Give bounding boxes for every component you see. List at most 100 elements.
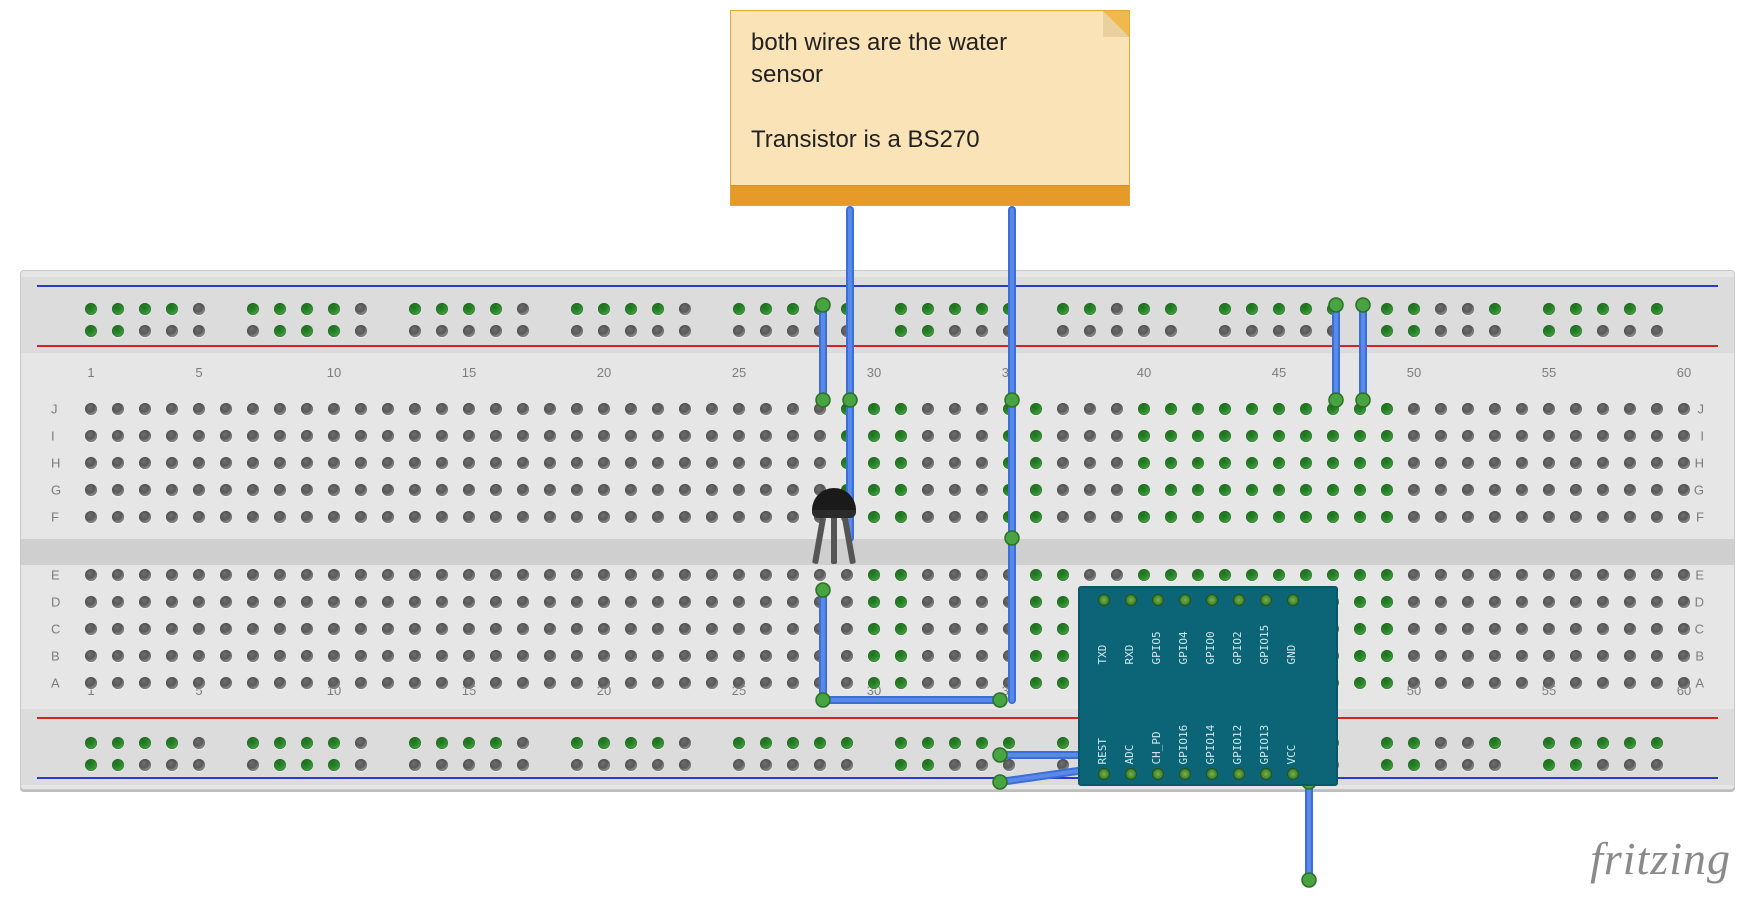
tie-hole xyxy=(1489,403,1501,415)
rail-hole xyxy=(1624,737,1636,749)
tie-hole xyxy=(1192,403,1204,415)
rail-hole xyxy=(733,325,745,337)
rail-hole xyxy=(922,759,934,771)
tie-hole xyxy=(868,484,880,496)
rail-hole xyxy=(1273,303,1285,315)
rail-hole xyxy=(1003,737,1015,749)
tie-hole xyxy=(517,650,529,662)
tie-hole xyxy=(706,403,718,415)
tie-hole xyxy=(112,484,124,496)
tie-hole xyxy=(166,569,178,581)
rail-hole xyxy=(1138,303,1150,315)
rail-hole xyxy=(895,759,907,771)
tie-hole xyxy=(1381,677,1393,689)
rail-hole xyxy=(598,737,610,749)
tie-hole xyxy=(787,623,799,635)
tie-hole xyxy=(1057,677,1069,689)
tie-hole xyxy=(814,403,826,415)
esp-pin-label: GPIO14 xyxy=(1204,725,1217,765)
tie-hole xyxy=(1570,677,1582,689)
tie-hole xyxy=(247,457,259,469)
tie-hole xyxy=(1516,457,1528,469)
tie-hole xyxy=(247,511,259,523)
rail-hole xyxy=(787,737,799,749)
tie-hole xyxy=(868,403,880,415)
rail-hole xyxy=(841,303,853,315)
rail-hole xyxy=(841,325,853,337)
tie-hole xyxy=(1678,623,1690,635)
tie-hole xyxy=(220,457,232,469)
tie-hole xyxy=(1084,403,1096,415)
tie-hole xyxy=(976,650,988,662)
col-num: 20 xyxy=(597,365,611,380)
tie-hole xyxy=(1597,484,1609,496)
rail-hole xyxy=(1624,759,1636,771)
rail-hole xyxy=(1327,303,1339,315)
esp-pin-label: CH_PD xyxy=(1150,731,1163,764)
tie-hole xyxy=(1570,596,1582,608)
rail-hole xyxy=(1057,325,1069,337)
tie-hole xyxy=(1381,623,1393,635)
tie-hole xyxy=(382,457,394,469)
esp-pin-label: GPIO5 xyxy=(1150,631,1163,664)
tie-hole xyxy=(679,403,691,415)
tie-hole xyxy=(598,569,610,581)
tie-hole xyxy=(1462,403,1474,415)
tie-hole xyxy=(760,457,772,469)
tie-hole xyxy=(949,569,961,581)
tie-hole xyxy=(328,569,340,581)
tie-hole xyxy=(895,511,907,523)
tie-hole xyxy=(139,569,151,581)
tie-hole xyxy=(544,484,556,496)
rail-hole xyxy=(328,325,340,337)
tie-hole xyxy=(1219,430,1231,442)
tie-hole xyxy=(1192,457,1204,469)
rail-hole xyxy=(598,759,610,771)
rail-hole xyxy=(1597,325,1609,337)
tie-hole xyxy=(841,650,853,662)
tie-hole xyxy=(1624,430,1636,442)
tie-hole xyxy=(544,650,556,662)
tie-hole xyxy=(1408,511,1420,523)
tie-hole xyxy=(193,457,205,469)
tie-hole xyxy=(1003,596,1015,608)
tie-hole xyxy=(814,623,826,635)
tie-hole xyxy=(328,623,340,635)
tie-hole xyxy=(571,569,583,581)
rail-hole xyxy=(1300,303,1312,315)
rail-hole xyxy=(976,759,988,771)
row-letter: J xyxy=(51,402,58,417)
tie-hole xyxy=(1408,596,1420,608)
row-letter: I xyxy=(1700,429,1704,444)
tie-hole xyxy=(706,677,718,689)
tie-hole xyxy=(1165,569,1177,581)
rail-hole xyxy=(490,325,502,337)
rail-hole xyxy=(949,325,961,337)
tie-hole xyxy=(220,596,232,608)
tie-hole xyxy=(436,650,448,662)
rail-hole xyxy=(1408,303,1420,315)
row-letter: J xyxy=(1698,402,1705,417)
transistor-body xyxy=(812,488,856,518)
tie-hole xyxy=(139,403,151,415)
rail-hole xyxy=(1651,325,1663,337)
sticky-note[interactable]: both wires are the water sensor Transist… xyxy=(730,10,1130,206)
row-letter: B xyxy=(51,649,60,664)
tie-hole xyxy=(733,650,745,662)
tie-hole xyxy=(220,403,232,415)
tie-hole xyxy=(1084,457,1096,469)
tie-hole xyxy=(1462,650,1474,662)
rail-hole xyxy=(517,759,529,771)
tie-hole xyxy=(1462,430,1474,442)
tie-hole xyxy=(1003,511,1015,523)
rail-hole xyxy=(787,325,799,337)
tie-hole xyxy=(706,484,718,496)
tie-hole xyxy=(517,403,529,415)
row-letter: F xyxy=(1696,510,1704,525)
rail-hole xyxy=(139,737,151,749)
tie-hole xyxy=(1678,430,1690,442)
tie-hole xyxy=(1516,430,1528,442)
rail-hole xyxy=(1597,759,1609,771)
tie-hole xyxy=(463,511,475,523)
esp-pin-label: GPIO15 xyxy=(1258,625,1271,665)
